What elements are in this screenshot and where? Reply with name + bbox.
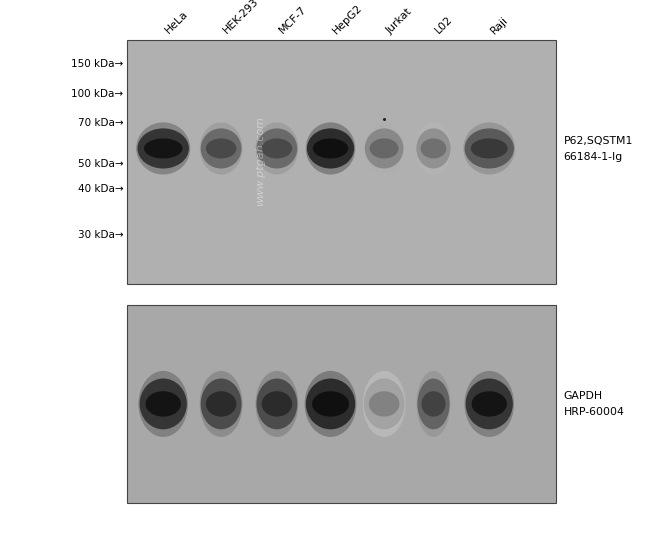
Bar bbox=[127, 40, 556, 284]
Ellipse shape bbox=[465, 379, 513, 429]
Ellipse shape bbox=[144, 139, 183, 158]
Ellipse shape bbox=[261, 391, 292, 417]
Ellipse shape bbox=[140, 379, 187, 429]
Ellipse shape bbox=[306, 123, 356, 174]
Text: Jurkat: Jurkat bbox=[384, 6, 413, 36]
Ellipse shape bbox=[416, 128, 450, 169]
Ellipse shape bbox=[369, 391, 400, 417]
Text: 30 kDa→: 30 kDa→ bbox=[78, 230, 124, 240]
Ellipse shape bbox=[364, 379, 404, 429]
Ellipse shape bbox=[417, 371, 450, 437]
Ellipse shape bbox=[417, 379, 450, 429]
Text: L02: L02 bbox=[434, 14, 455, 36]
Text: HepG2: HepG2 bbox=[330, 3, 364, 36]
Text: 50 kDa→: 50 kDa→ bbox=[78, 159, 124, 169]
Ellipse shape bbox=[364, 123, 404, 174]
Ellipse shape bbox=[138, 371, 188, 437]
Ellipse shape bbox=[471, 391, 507, 417]
Ellipse shape bbox=[201, 128, 242, 169]
Text: P62,SQSTM1: P62,SQSTM1 bbox=[564, 136, 633, 146]
Ellipse shape bbox=[363, 371, 406, 437]
Ellipse shape bbox=[465, 128, 514, 169]
Ellipse shape bbox=[370, 139, 398, 158]
Text: 150 kDa→: 150 kDa→ bbox=[72, 59, 124, 70]
Text: MCF-7: MCF-7 bbox=[277, 5, 308, 36]
Ellipse shape bbox=[306, 379, 355, 429]
Ellipse shape bbox=[146, 391, 181, 417]
Ellipse shape bbox=[365, 128, 404, 169]
Text: GAPDH: GAPDH bbox=[564, 391, 603, 401]
Ellipse shape bbox=[255, 123, 298, 174]
Ellipse shape bbox=[257, 379, 297, 429]
Ellipse shape bbox=[261, 139, 292, 158]
Ellipse shape bbox=[206, 139, 237, 158]
Ellipse shape bbox=[136, 123, 190, 174]
Ellipse shape bbox=[307, 128, 354, 169]
Ellipse shape bbox=[206, 391, 237, 417]
Ellipse shape bbox=[201, 379, 242, 429]
Text: HRP-60004: HRP-60004 bbox=[564, 407, 625, 417]
Text: 66184-1-Ig: 66184-1-Ig bbox=[564, 152, 623, 162]
Ellipse shape bbox=[463, 123, 515, 174]
Ellipse shape bbox=[421, 139, 447, 158]
Text: 40 kDa→: 40 kDa→ bbox=[78, 184, 124, 194]
Ellipse shape bbox=[305, 371, 356, 437]
Ellipse shape bbox=[421, 391, 445, 417]
Text: 100 kDa→: 100 kDa→ bbox=[72, 89, 124, 98]
Text: www.ptgab.com: www.ptgab.com bbox=[255, 116, 265, 205]
Text: Raji: Raji bbox=[489, 14, 510, 36]
Text: 70 kDa→: 70 kDa→ bbox=[78, 118, 124, 128]
Ellipse shape bbox=[255, 371, 298, 437]
Ellipse shape bbox=[312, 391, 349, 417]
Ellipse shape bbox=[471, 139, 508, 158]
Ellipse shape bbox=[257, 128, 297, 169]
Bar bbox=[127, 305, 556, 503]
Ellipse shape bbox=[415, 123, 452, 174]
Ellipse shape bbox=[200, 123, 242, 174]
Ellipse shape bbox=[465, 371, 514, 437]
Ellipse shape bbox=[200, 371, 242, 437]
Text: HeLa: HeLa bbox=[163, 9, 190, 36]
Text: HEK-293: HEK-293 bbox=[221, 0, 261, 36]
Ellipse shape bbox=[138, 128, 189, 169]
Ellipse shape bbox=[313, 139, 348, 158]
